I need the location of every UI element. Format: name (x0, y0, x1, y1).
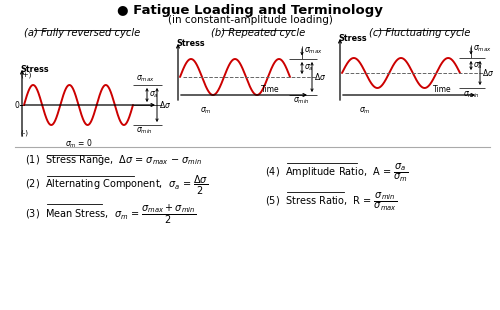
Text: $\sigma_{max}$: $\sigma_{max}$ (304, 45, 322, 55)
Text: (3)  Mean Stress,  $\sigma_m$ = $\dfrac{\sigma_{max} + \sigma_{min}}{2}$: (3) Mean Stress, $\sigma_m$ = $\dfrac{\s… (25, 202, 196, 226)
Text: (+): (+) (20, 72, 32, 78)
Text: ● Fatigue Loading and Terminology: ● Fatigue Loading and Terminology (117, 4, 383, 17)
Text: $\Delta\sigma$: $\Delta\sigma$ (314, 72, 326, 82)
Text: Stress: Stress (176, 39, 204, 48)
Text: (b) Repeated cycle: (b) Repeated cycle (211, 28, 305, 38)
Text: $\sigma_{max}$: $\sigma_{max}$ (136, 73, 154, 84)
Text: $\sigma_a$: $\sigma_a$ (149, 90, 159, 100)
Text: $\sigma_{min}$: $\sigma_{min}$ (463, 89, 479, 100)
Text: (5)  Stress Ratio,  R = $\dfrac{\sigma_{min}}{\sigma_{max}}$: (5) Stress Ratio, R = $\dfrac{\sigma_{mi… (265, 190, 398, 213)
Text: Stress: Stress (338, 34, 366, 43)
Text: $\sigma_m$: $\sigma_m$ (359, 106, 371, 117)
Text: $\sigma_m$ = 0: $\sigma_m$ = 0 (64, 138, 92, 150)
Text: $\Delta\sigma$: $\Delta\sigma$ (159, 100, 171, 110)
Text: (c) Fluctuating cycle: (c) Fluctuating cycle (370, 28, 470, 38)
Text: (1)  Stress Range,  $\Delta\sigma$ = $\sigma_{max}$ $-$ $\sigma_{min}$: (1) Stress Range, $\Delta\sigma$ = $\sig… (25, 153, 202, 167)
Text: (a) Fully reversed cycle: (a) Fully reversed cycle (24, 28, 140, 38)
Text: $\sigma_{min}$: $\sigma_{min}$ (136, 126, 152, 136)
Text: Stress: Stress (20, 65, 48, 74)
Text: $\sigma_a$: $\sigma_a$ (304, 63, 314, 73)
Text: $\Delta\sigma$: $\Delta\sigma$ (482, 68, 494, 78)
Text: $\sigma_{max}$: $\sigma_{max}$ (473, 43, 492, 54)
Text: (2)  Alternating Component,  $\sigma_a$ = $\dfrac{\Delta\sigma}{2}$: (2) Alternating Component, $\sigma_a$ = … (25, 174, 208, 197)
Text: $\sigma_{min}$: $\sigma_{min}$ (293, 96, 310, 107)
Text: (-): (-) (20, 129, 28, 135)
Text: Time: Time (434, 85, 452, 94)
Text: $\sigma_m$: $\sigma_m$ (200, 106, 212, 117)
Text: 0: 0 (14, 100, 19, 109)
Text: (in constant-amplitude loading): (in constant-amplitude loading) (168, 15, 332, 25)
Text: Time: Time (262, 85, 280, 94)
Text: $\sigma_a$: $\sigma_a$ (473, 60, 483, 71)
Text: (4)  Amplitude Ratio,  A = $\dfrac{\sigma_a}{\sigma_m}$: (4) Amplitude Ratio, A = $\dfrac{\sigma_… (265, 161, 409, 184)
